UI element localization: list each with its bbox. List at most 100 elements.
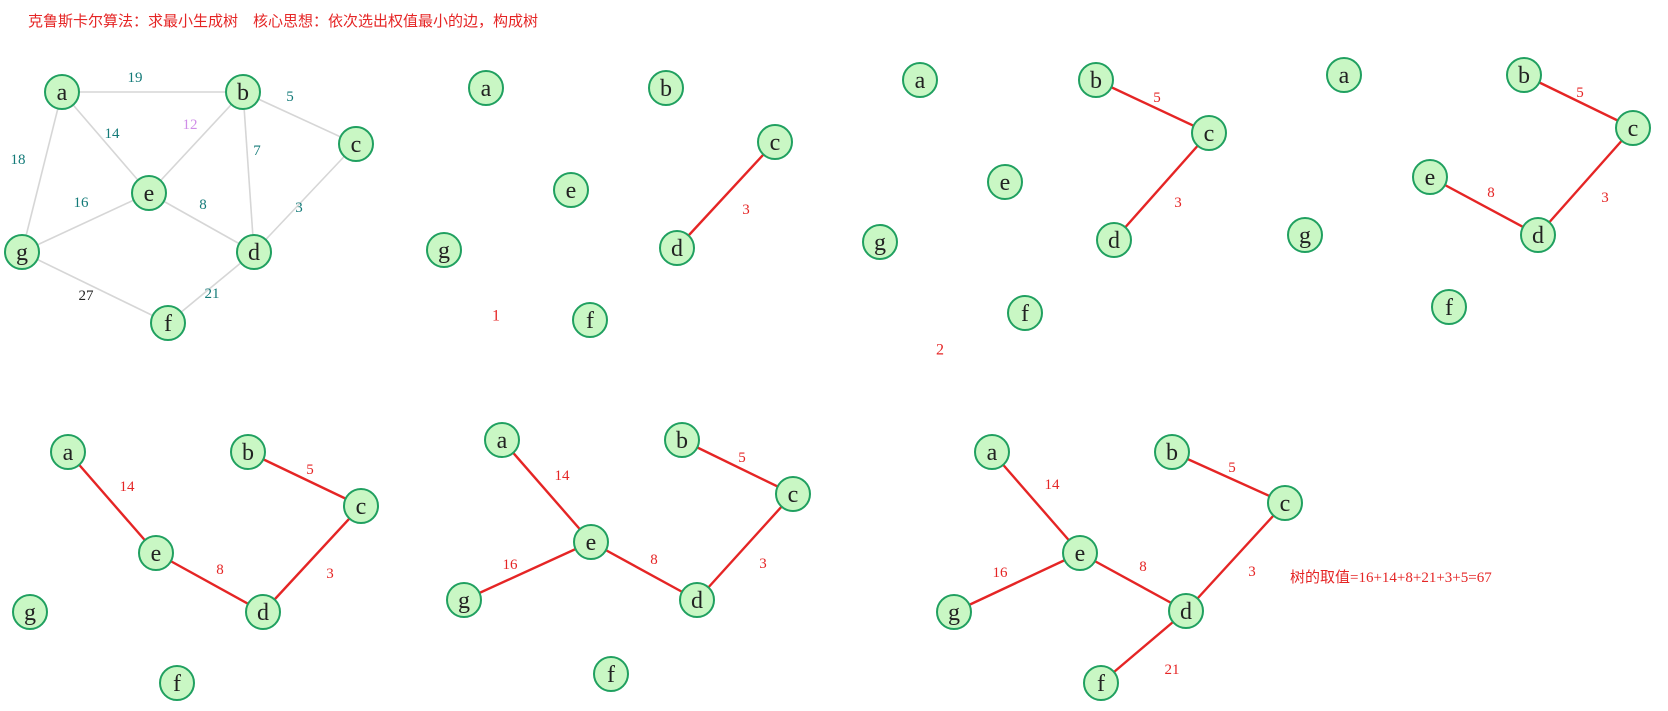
node-label: e [1425,165,1436,191]
node-label: c [356,494,367,520]
node-circle [1154,434,1190,470]
node-b: b [1154,434,1190,470]
node-c: c [775,476,811,512]
node-label: a [57,80,68,106]
node-label: d [1532,223,1544,249]
edge-c-d [696,493,794,601]
tree-total-weight: 树的取值=16+14+8+21+3+5=67 [1290,570,1492,586]
node-label: c [770,130,781,156]
node-circle [1007,295,1043,331]
node-c: c [338,126,374,162]
node-e: e [138,535,174,571]
node-circle [757,124,793,160]
node-f: f [150,305,186,341]
node-circle [573,524,609,560]
node-circle [338,126,374,162]
edge-weight-b-c: 5 [1228,460,1236,476]
node-e: e [553,172,589,208]
node-f: f [1007,295,1043,331]
edge-weight-b-c: 5 [1153,90,1161,106]
edge-weight-g-f: 27 [79,288,95,304]
edge-a-e [991,451,1081,554]
node-a: a [50,434,86,470]
node-circle [987,164,1023,200]
edge-b-d [242,91,255,253]
edge-weight-a-g: 18 [11,152,26,168]
node-label: f [1097,671,1105,697]
node-circle [902,62,938,98]
edge-d-f [1100,610,1187,684]
edge-c-d [1113,132,1210,241]
node-circle [679,582,715,618]
node-f: f [593,656,629,692]
node-label: b [1166,440,1178,466]
edge-a-e [67,451,157,554]
node-label: b [1518,63,1530,89]
node-d: d [1096,222,1132,258]
node-a: a [44,74,80,110]
node-g: g [12,594,48,630]
source-graph: 19 14 18 5 12 7 3 16 8 27 21 a b c d e f g [4,70,374,341]
edge-b-c [1095,78,1210,135]
node-b: b [225,74,261,110]
edge-e-d [155,551,264,614]
node-label: g [16,240,28,266]
edge-c-d [1537,127,1634,236]
node-a: a [902,62,938,98]
page-title: 克鲁斯卡尔算法：求最小生成树 核心思想：依次选出权值最小的边，构成树 [28,14,539,30]
edge-d-f [167,251,255,324]
node-f: f [159,665,195,701]
node-d: d [659,230,695,266]
node-circle [553,172,589,208]
node-circle [1615,110,1651,146]
node-label: a [481,76,492,102]
node-f: f [1083,665,1119,701]
node-label: a [63,440,74,466]
edge-weight-b-e: 12 [183,117,198,133]
node-label: b [676,428,688,454]
edge-e-g [463,540,592,602]
edge-weight-a-b: 19 [128,70,143,86]
edge-b-c [681,438,794,496]
node-d: d [1168,593,1204,629]
node-label: d [1180,599,1192,625]
node-circle [50,434,86,470]
node-circle [1412,159,1448,195]
node-circle [648,70,684,106]
edge-weight-e-g: 16 [74,195,90,211]
node-label: f [607,662,615,688]
node-circle [426,232,462,268]
edge-c-d [1185,502,1286,612]
node-label: a [915,68,926,94]
node-label: d [1108,228,1120,254]
edge-e-d [148,192,255,253]
edge-weight-e-d: 8 [1139,559,1147,575]
node-label: f [586,308,594,334]
node-circle [230,434,266,470]
node-c: c [757,124,793,160]
node-circle [936,594,972,630]
node-circle [664,422,700,458]
node-c: c [343,488,379,524]
node-label: a [497,428,508,454]
node-circle [862,224,898,260]
node-label: b [660,76,672,102]
edge-g-f [21,251,169,324]
node-circle [974,434,1010,470]
edge-a-e [501,439,592,543]
edge-weight-a-e: 14 [1045,477,1061,493]
edge-weight-e-g: 16 [503,557,519,573]
node-label: c [1204,121,1215,147]
edge-c-d [253,143,357,253]
node-circle [775,476,811,512]
node-circle [572,302,608,338]
node-circle [12,594,48,630]
node-label: f [173,671,181,697]
step-4: 14 5 8 3 a b c d e f g [12,434,379,701]
edge-weight-b-c: 5 [1576,85,1584,101]
step-number: 1 [492,308,500,325]
node-circle [236,234,272,270]
edge-weight-e-d: 8 [650,552,658,568]
node-g: g [426,232,462,268]
